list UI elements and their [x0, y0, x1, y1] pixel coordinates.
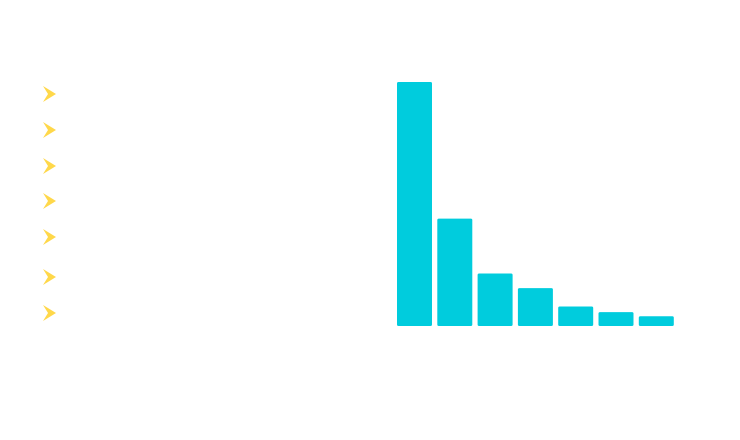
chevron-right-icon: [43, 122, 56, 138]
bar-7: [638, 316, 674, 326]
bar-4: [517, 288, 553, 326]
chevron-right-icon: [43, 229, 56, 245]
bullet-item: [40, 227, 60, 247]
bar-5: [558, 306, 594, 326]
bar-6: [598, 312, 634, 326]
bar-1: [397, 82, 432, 326]
chevron-right-icon: [43, 305, 56, 321]
bar-3: [477, 273, 513, 326]
bullet-item: [40, 156, 60, 176]
bullet-item: [40, 120, 60, 140]
bullet-item: [40, 191, 60, 211]
bullet-item: [40, 267, 60, 287]
bar-chart: [397, 82, 674, 326]
bar-2: [437, 218, 473, 326]
chevron-right-icon: [43, 269, 56, 285]
bullet-item: [40, 84, 60, 104]
bullet-list: [40, 82, 340, 322]
chevron-right-icon: [43, 86, 56, 102]
chevron-right-icon: [43, 158, 56, 174]
bullet-item: [40, 303, 60, 323]
chevron-right-icon: [43, 193, 56, 209]
